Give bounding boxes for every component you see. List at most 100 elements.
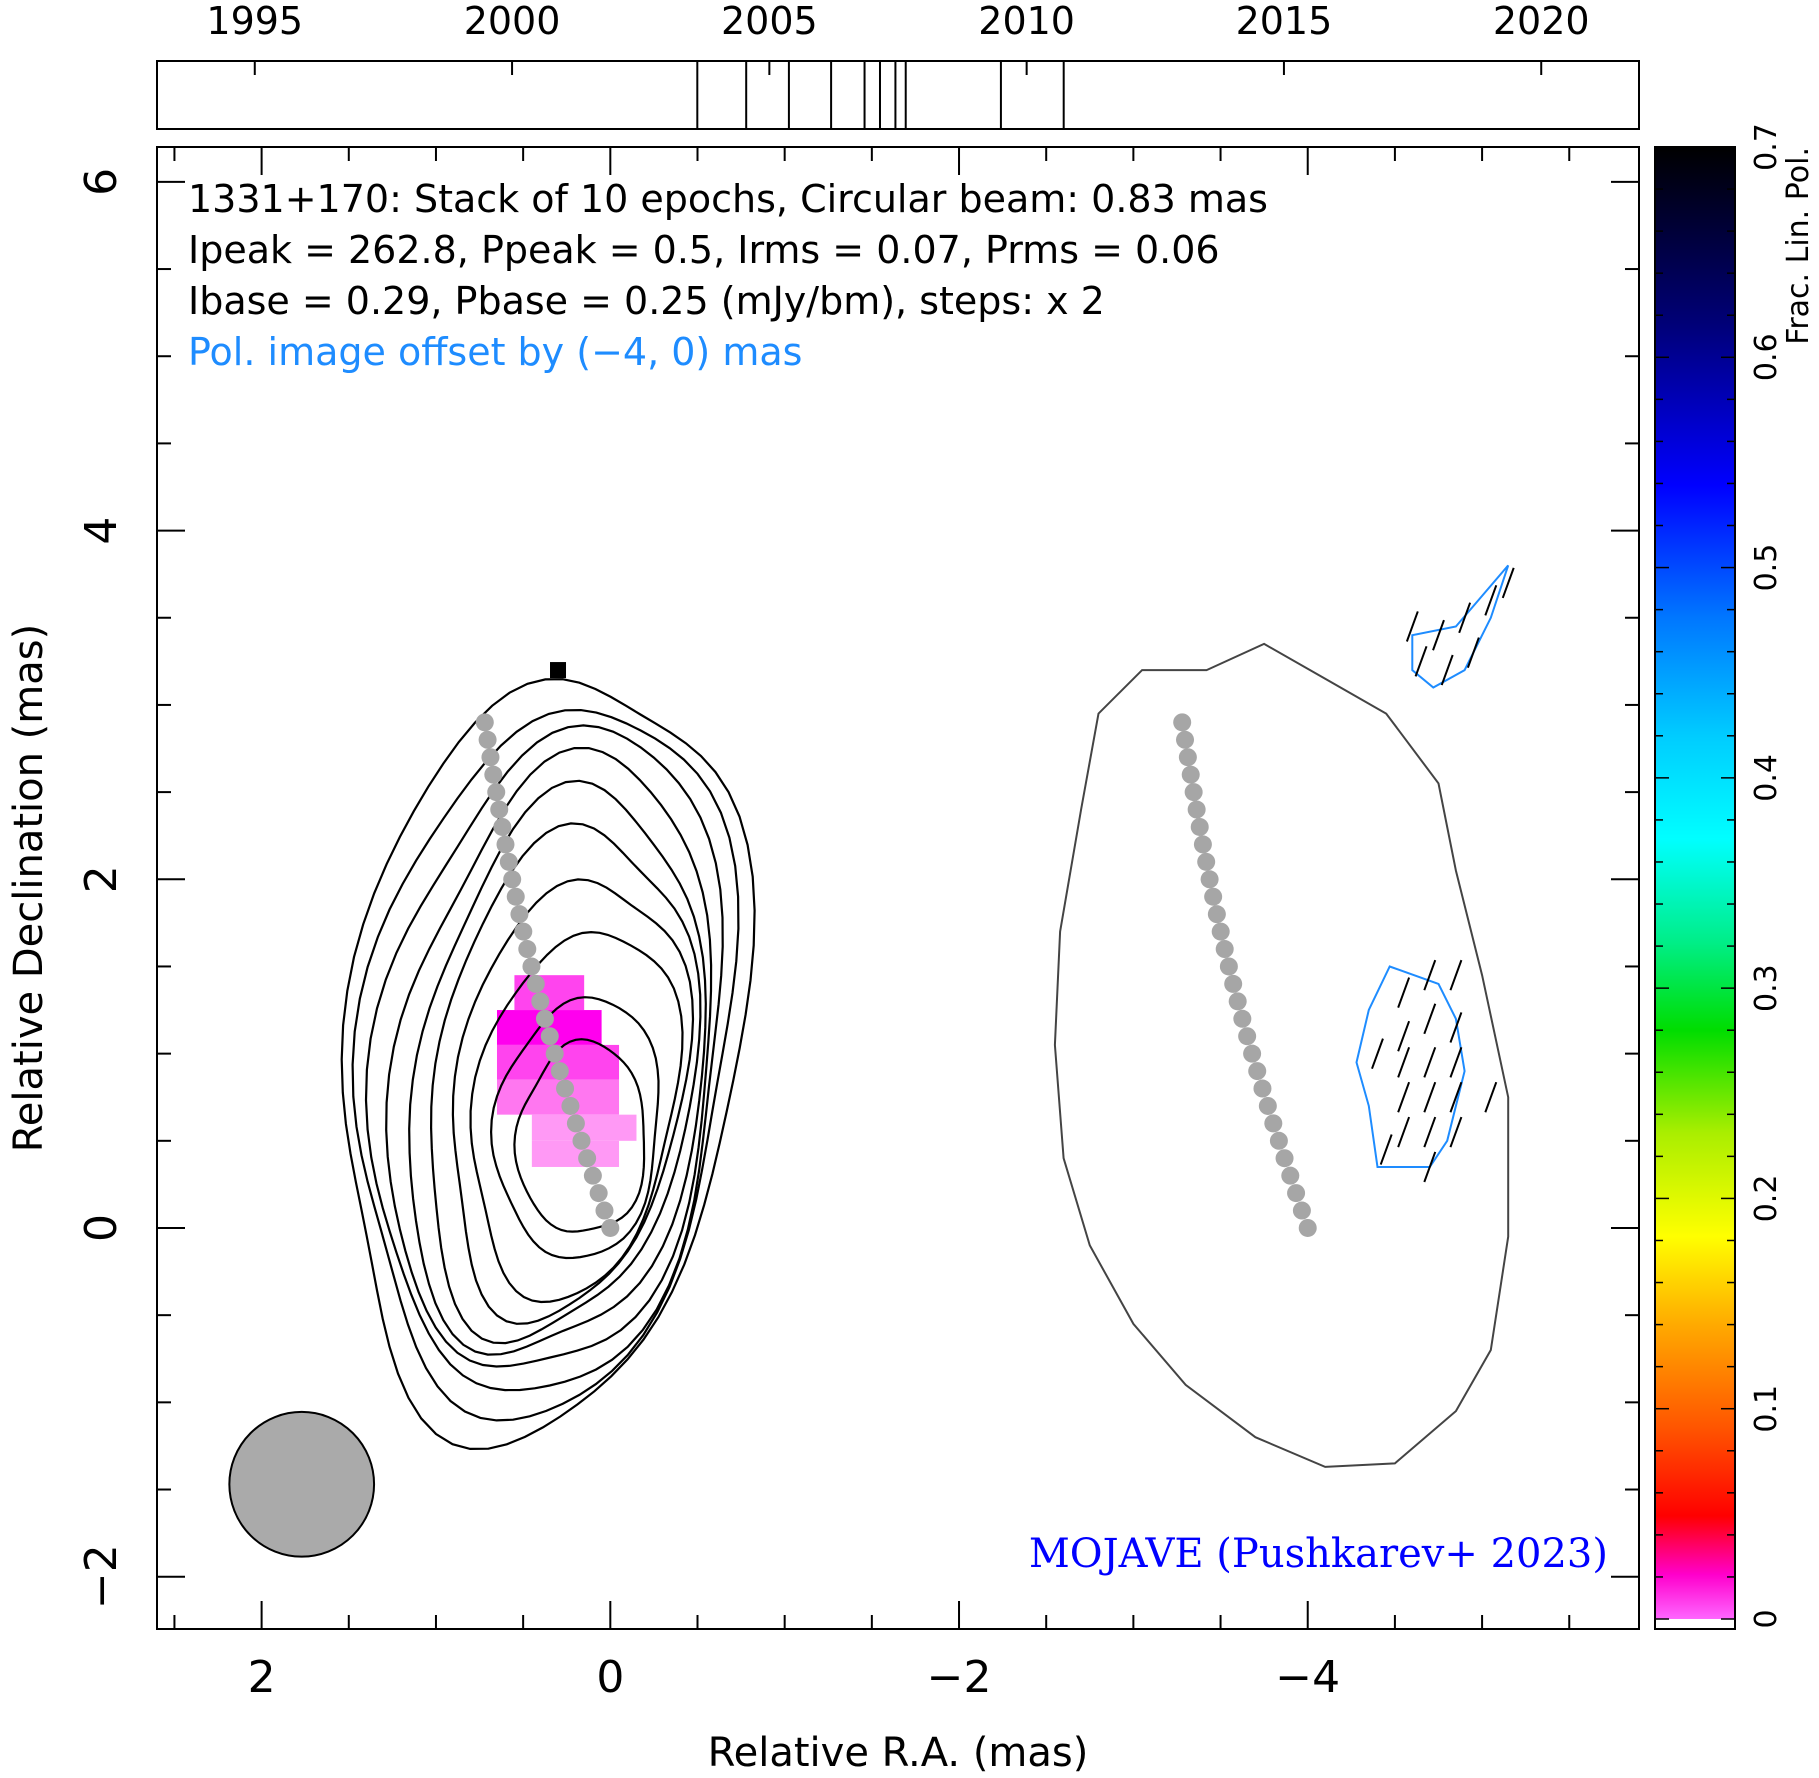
ridge-point — [540, 1027, 559, 1046]
colorbar-ticks: 0 0.1 0.2 0.3 0.4 0.5 0.6 0.7 — [1655, 123, 1784, 1629]
evpa-tick — [1449, 1116, 1463, 1148]
x-axis-tick-labels: 2 0 −2 −4 — [248, 1652, 1341, 1703]
ridge-point — [496, 835, 515, 854]
polarized-intensity-contour — [1411, 564, 1510, 689]
evpa-tick — [1423, 1003, 1437, 1035]
ridge-point — [526, 974, 545, 993]
evpa-ticks — [1371, 567, 1515, 1183]
ridge-point — [1243, 1044, 1262, 1063]
jet-ridge-line-pol — [1173, 713, 1317, 1237]
stokes-i-contour — [469, 930, 684, 1304]
evpa-tick — [1458, 602, 1472, 634]
ridge-point — [1228, 992, 1247, 1011]
stokes-i-contour — [451, 878, 695, 1325]
polarized-intensity-contours — [1355, 564, 1510, 1168]
ridge-point — [1215, 940, 1234, 959]
timeline-tick-label: 2010 — [978, 0, 1075, 43]
ridge-point — [595, 1201, 614, 1220]
x-axis-label: Relative R.A. (mas) — [708, 1730, 1089, 1776]
colorbar: 0 0.1 0.2 0.3 0.4 0.5 0.6 0.7 Frac. Lin. Pol. — [1654, 123, 1816, 1630]
stokes-i-contour — [364, 724, 724, 1392]
ridge-point — [522, 957, 541, 976]
y-axis-label: Relative Declination (mas) — [6, 624, 52, 1152]
ridge-point — [1233, 1009, 1252, 1028]
ridge-point — [589, 1184, 608, 1203]
ridge-point — [510, 905, 529, 924]
evpa-tick — [1405, 611, 1419, 642]
evpa-tick — [1397, 1020, 1411, 1052]
ridge-point — [478, 730, 497, 749]
ridge-point — [490, 800, 509, 819]
annotation-line-3: Ibase = 0.29, Pbase = 0.25 (mJy/bm), ste… — [188, 279, 1105, 323]
y-axis-tick-labels: −2 0 2 4 6 — [76, 168, 127, 1609]
x-axis-ticks — [173, 147, 1571, 1629]
stokes-i-contour — [429, 822, 702, 1345]
ridge-point — [550, 1062, 569, 1081]
ridge-point — [1200, 870, 1219, 889]
stokes-i-contours — [340, 678, 756, 1451]
pol-image-total-intensity-contour — [1053, 642, 1510, 1468]
jet-ridge-line — [475, 713, 620, 1237]
ridge-point — [484, 765, 503, 784]
x-tick-label: 2 — [248, 1652, 276, 1703]
evpa-tick — [1414, 645, 1428, 677]
ridge-point — [545, 1044, 564, 1063]
annotation-line-4: Pol. image offset by (−4, 0) mas — [188, 330, 802, 374]
ridge-point — [499, 852, 518, 871]
y-tick-label: 0 — [76, 1214, 127, 1242]
ridge-point — [601, 1218, 620, 1237]
ridge-point — [1238, 1027, 1257, 1046]
ridge-point — [583, 1166, 602, 1185]
ridge-point — [1298, 1218, 1317, 1237]
ridge-point — [1275, 1149, 1294, 1168]
evpa-tick — [1423, 1116, 1437, 1148]
ridge-point — [487, 783, 506, 802]
ridge-point — [506, 887, 525, 906]
ridge-point — [493, 817, 512, 836]
frac-pol-pixel — [514, 975, 585, 1011]
timeline-epochs — [696, 61, 1065, 129]
timeline-tick-label: 2020 — [1493, 0, 1590, 43]
ridge-point — [1187, 800, 1206, 819]
beam-ellipse — [228, 1410, 376, 1558]
y-tick-label: 6 — [76, 168, 127, 196]
evpa-tick — [1397, 1116, 1411, 1148]
y-tick-label: 4 — [76, 517, 127, 545]
ridge-point — [1204, 887, 1223, 906]
ridge-point — [1190, 817, 1209, 836]
evpa-tick — [1440, 654, 1454, 686]
plot-frame — [156, 146, 1640, 1630]
evpa-tick — [1397, 1046, 1411, 1078]
colorbar-tick-label: 0.1 — [1749, 1385, 1784, 1433]
evpa-tick — [1449, 1012, 1463, 1043]
annotation-line-1: 1331+170: Stack of 10 epochs, Circular b… — [188, 177, 1268, 221]
colorbar-label: Frac. Lin. Pol. — [1781, 147, 1816, 345]
stokes-i-contour — [351, 708, 740, 1422]
core-marker — [550, 662, 567, 679]
timeline-ticks: 1995 2000 2005 2010 2015 2020 — [206, 0, 1590, 75]
colorbar-tick-label: 0.2 — [1749, 1175, 1784, 1223]
ridge-point — [531, 992, 550, 1011]
colorbar-tick-label: 0.6 — [1749, 333, 1784, 381]
evpa-tick — [1449, 1046, 1463, 1078]
colorbar-tick-label: 0.5 — [1749, 544, 1784, 592]
colorbar-frame — [1654, 146, 1736, 1630]
ridge-point — [1181, 765, 1200, 784]
timeline-tick-label: 1995 — [206, 0, 303, 43]
ridge-point — [578, 1149, 597, 1168]
ridge-point — [1224, 974, 1243, 993]
stokes-i-contour — [385, 747, 713, 1368]
colorbar-tick-label: 0 — [1749, 1609, 1784, 1628]
colorbar-tick-label: 0.3 — [1749, 964, 1784, 1012]
ridge-point — [475, 713, 494, 732]
ridge-point — [1193, 835, 1212, 854]
ridge-point — [1264, 1114, 1283, 1133]
ridge-point — [1258, 1096, 1277, 1115]
ridge-point — [1292, 1201, 1311, 1220]
ridge-point — [1176, 730, 1195, 749]
colorbar-gradient — [1655, 147, 1735, 1619]
evpa-tick — [1423, 1046, 1437, 1078]
ridge-point — [1197, 852, 1216, 871]
ridge-point — [566, 1114, 585, 1133]
